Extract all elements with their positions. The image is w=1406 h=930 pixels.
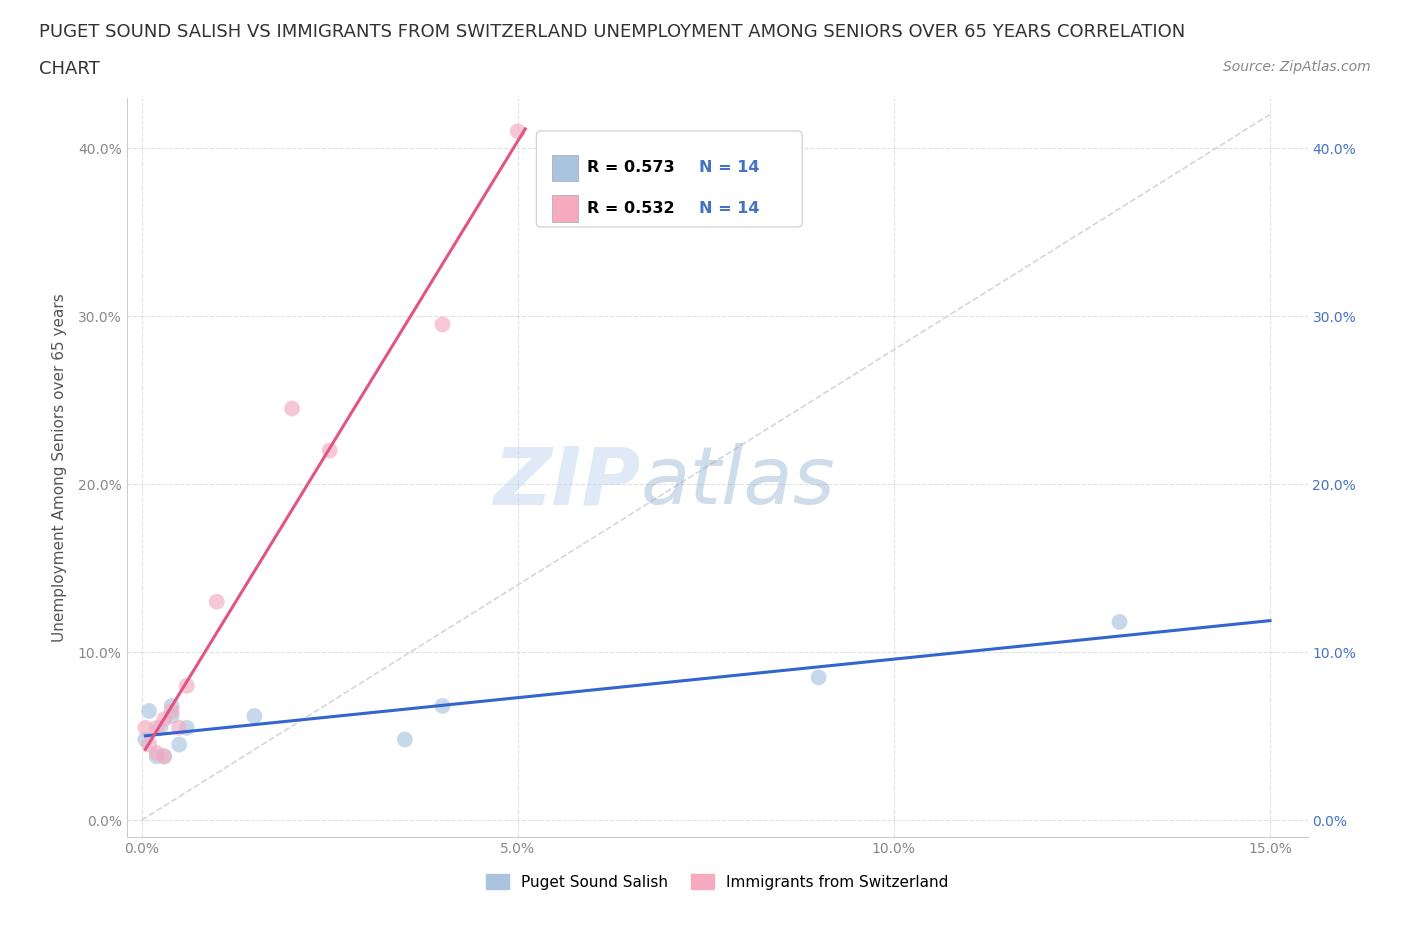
Point — [145, 749, 167, 764]
Point — [134, 721, 156, 736]
Legend: Puget Sound Salish, Immigrants from Switzerland: Puget Sound Salish, Immigrants from Swit… — [479, 868, 955, 896]
Point — [506, 124, 529, 139]
Point — [138, 737, 160, 752]
Point — [167, 737, 190, 752]
Point — [145, 721, 167, 736]
Text: PUGET SOUND SALISH VS IMMIGRANTS FROM SWITZERLAND UNEMPLOYMENT AMONG SENIORS OVE: PUGET SOUND SALISH VS IMMIGRANTS FROM SW… — [39, 23, 1185, 41]
Point — [205, 594, 228, 609]
Text: atlas: atlas — [640, 443, 835, 521]
Point — [432, 317, 454, 332]
Text: R = 0.573: R = 0.573 — [588, 160, 675, 176]
Point — [138, 703, 160, 718]
Text: N = 14: N = 14 — [699, 201, 759, 216]
Point — [160, 698, 183, 713]
Point — [160, 709, 183, 724]
Point — [149, 721, 172, 736]
Point — [167, 721, 190, 736]
Point — [176, 721, 198, 736]
Point — [153, 749, 176, 764]
Point — [160, 703, 183, 718]
Point — [145, 746, 167, 761]
Text: ZIP: ZIP — [494, 443, 640, 521]
Text: CHART: CHART — [39, 60, 100, 78]
FancyBboxPatch shape — [551, 195, 578, 222]
Point — [134, 732, 156, 747]
Point — [281, 401, 304, 416]
Point — [1108, 615, 1130, 630]
Point — [176, 678, 198, 693]
Point — [432, 698, 454, 713]
Point — [807, 670, 830, 684]
Point — [153, 749, 176, 764]
Point — [243, 709, 266, 724]
Point — [318, 443, 340, 458]
Point — [153, 712, 176, 727]
FancyBboxPatch shape — [536, 131, 801, 227]
Text: R = 0.532: R = 0.532 — [588, 201, 675, 216]
Text: Source: ZipAtlas.com: Source: ZipAtlas.com — [1223, 60, 1371, 74]
Point — [394, 732, 416, 747]
Y-axis label: Unemployment Among Seniors over 65 years: Unemployment Among Seniors over 65 years — [52, 293, 66, 642]
Text: N = 14: N = 14 — [699, 160, 759, 176]
FancyBboxPatch shape — [551, 154, 578, 181]
